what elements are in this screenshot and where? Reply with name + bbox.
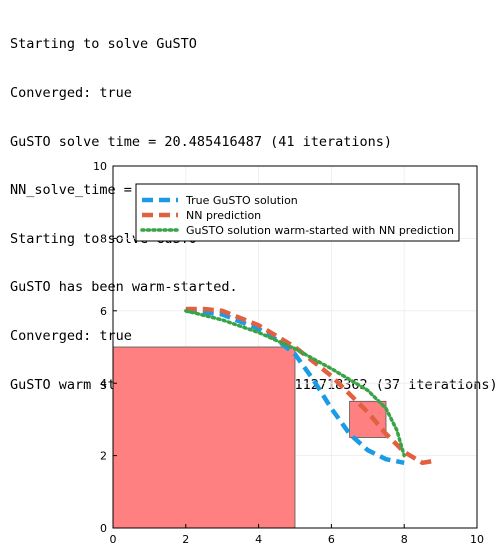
y-tick-label: 0 (100, 522, 107, 535)
y-tick-label: 10 (93, 160, 107, 173)
console-line: GuSTO has been warm-started. (10, 279, 238, 296)
x-tick-label: 10 (470, 533, 484, 546)
x-tick-label: 6 (328, 533, 335, 546)
obstacle-rect (349, 400, 387, 438)
legend: True GuSTO solution NN prediction GuSTO so… (135, 183, 460, 242)
console-line: Converged: true (10, 85, 132, 101)
x-tick-label: 0 (110, 533, 117, 546)
legend-label: True GuSTO solution (185, 194, 298, 207)
y-tick-label: 2 (100, 450, 107, 463)
y-tick-label: 8 (100, 232, 107, 245)
trajectory-plot: 0 2 4 6 8 10 0 2 4 6 8 10 True GuSTO solution NN pred… (0, 155, 499, 554)
x-tick-label: 2 (182, 533, 189, 546)
series-line (184, 309, 406, 458)
plot-svg: 0 2 4 6 8 10 0 2 4 6 8 10 True GuSTO solution NN pred… (93, 160, 484, 546)
series-line (185, 306, 434, 466)
console-line: Starting to solve GuSTO (10, 36, 197, 53)
x-tick-label: 8 (401, 533, 408, 546)
obstacle-rect (112, 346, 296, 529)
y-tick-label: 4 (100, 377, 107, 390)
plot-frame (112, 165, 478, 529)
x-tick-label: 4 (255, 533, 262, 546)
legend-box (135, 183, 460, 242)
series-line (185, 308, 405, 466)
console-line: GuSTO solve time = 20.485416487 (41 iter… (10, 133, 393, 150)
console-line: Converged: true (10, 327, 132, 344)
legend-label: NN prediction (186, 209, 261, 222)
y-tick-label: 6 (100, 305, 107, 318)
legend-label: GuSTO solution warm-started with NN pred… (186, 224, 454, 237)
